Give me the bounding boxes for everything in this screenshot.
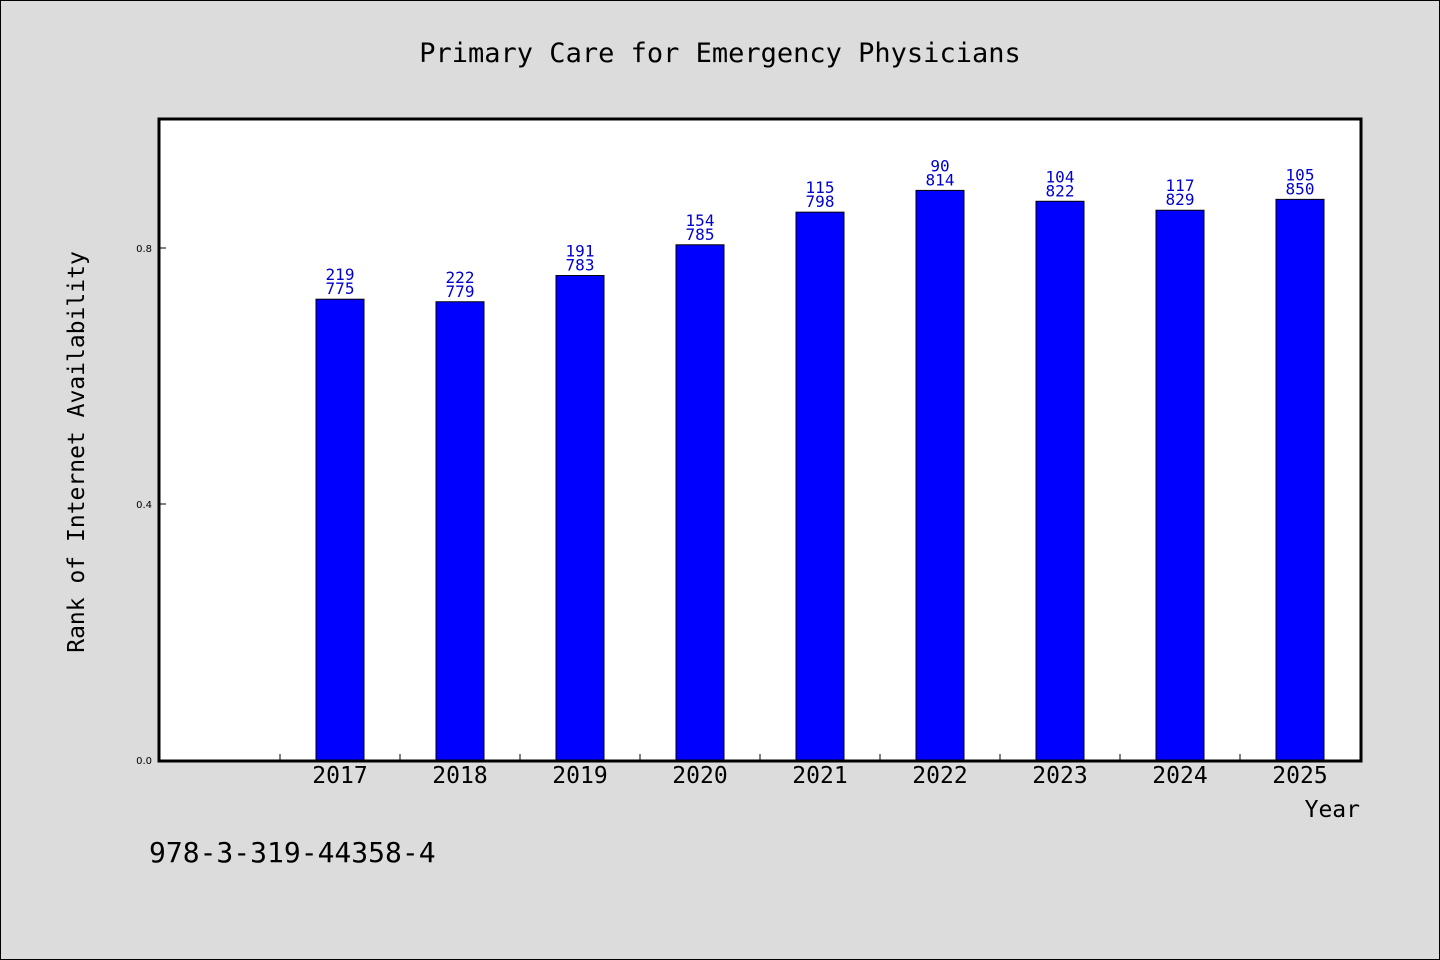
bar-2022	[915, 189, 965, 761]
data-label-bottom: 798	[806, 192, 835, 211]
chart-title: Primary Care for Emergency Physicians	[419, 38, 1020, 69]
y-tick-label: 0.4	[136, 500, 152, 511]
bar-2023	[1035, 200, 1085, 761]
bar-2017	[315, 298, 365, 761]
data-label-top: 219	[326, 265, 355, 284]
y-tick-label: 0.0	[136, 756, 152, 767]
data-label-bottom: 814	[926, 170, 955, 189]
x-tick-label: 2024	[1152, 763, 1207, 789]
x-axis-title: Year	[1305, 797, 1360, 823]
x-tick-label: 2019	[552, 763, 607, 789]
data-label-bottom: 829	[1166, 190, 1195, 209]
bar-2024	[1155, 209, 1205, 761]
data-label-top: 222	[446, 268, 475, 287]
y-axis-ticks: 0.0 0.4 0.8	[136, 244, 166, 767]
data-label-top: 105	[1286, 165, 1315, 184]
bars	[315, 189, 1325, 761]
x-tick-label: 2018	[432, 763, 487, 789]
bar-2021	[795, 211, 845, 761]
x-axis-ticks: 2017 2018 2019 2020 2021 2022 2023 2024 2025	[279, 754, 1328, 789]
data-label-top: 117	[1166, 176, 1195, 195]
x-tick-label: 2025	[1272, 763, 1327, 789]
data-label-bottom: 822	[1046, 181, 1075, 200]
data-label-top: 104	[1046, 167, 1075, 186]
data-label-top: 191	[566, 242, 595, 261]
data-label-top: 90	[930, 156, 949, 175]
bar-2018	[435, 301, 485, 761]
data-label-top: 154	[686, 211, 715, 230]
x-tick-label: 2020	[672, 763, 727, 789]
bar-2019	[555, 275, 605, 761]
data-label-bottom: 775	[326, 279, 355, 298]
y-tick-label: 0.8	[136, 244, 152, 255]
isbn-footer: 978-3-319-44358-4	[149, 836, 436, 869]
x-tick-label: 2022	[912, 763, 967, 789]
bar-2025	[1275, 198, 1325, 761]
x-tick-label: 2023	[1032, 763, 1087, 789]
data-label-bottom: 779	[446, 282, 475, 301]
data-label-top: 115	[806, 178, 835, 197]
y-axis-title: Rank of Internet Availability	[64, 251, 90, 653]
x-tick-label: 2021	[792, 763, 847, 789]
data-label-bottom: 783	[566, 256, 595, 275]
data-label-bottom: 785	[686, 225, 715, 244]
bar-2020	[675, 244, 725, 761]
data-label-bottom: 850	[1286, 179, 1315, 198]
x-tick-label: 2017	[312, 763, 367, 789]
